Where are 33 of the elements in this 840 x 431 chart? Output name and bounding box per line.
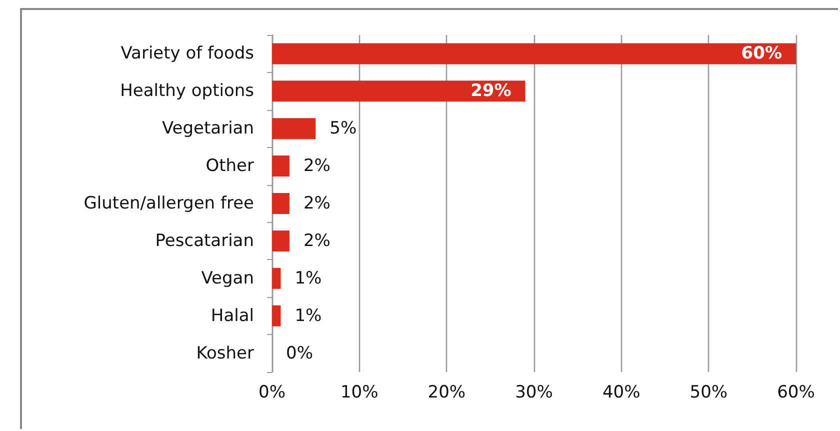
bar [272,118,316,140]
data-label: 0% [286,343,313,364]
y-tick-label: Halal [210,306,254,326]
y-tick-label: Other [206,156,254,176]
y-tick-label: Kosher [196,343,254,364]
data-label: 1% [294,306,322,326]
y-tick-label: Vegetarian [162,118,254,139]
y-tick-label: Healthy options [120,81,254,102]
y-tick-label: Vegan [201,268,254,288]
y-tick-label: Pescatarian [155,230,254,251]
bar [272,305,281,326]
y-tick-label: Gluten/allergen free [84,194,254,214]
bar [272,156,290,177]
data-label: 5% [330,118,357,139]
x-tick-label: 60% [777,382,815,402]
bar [272,230,290,252]
x-tick-label: 50% [690,382,728,402]
x-tick-label: 40% [602,382,640,402]
data-label: 2% [303,156,330,176]
bar [272,193,290,214]
y-tick-label: Variety of foods [120,44,254,64]
x-tick-label: 0% [258,382,286,402]
x-tick-label: 30% [515,382,553,402]
data-label: 29% [470,81,512,102]
data-label: 1% [294,268,322,288]
x-tick-label: 10% [340,382,378,402]
data-label: 60% [741,44,782,64]
bar [272,43,796,64]
data-label: 2% [303,194,330,214]
bar [272,80,526,102]
bar [272,268,281,289]
x-tick-label: 20% [428,382,466,402]
data-label: 2% [303,230,330,251]
